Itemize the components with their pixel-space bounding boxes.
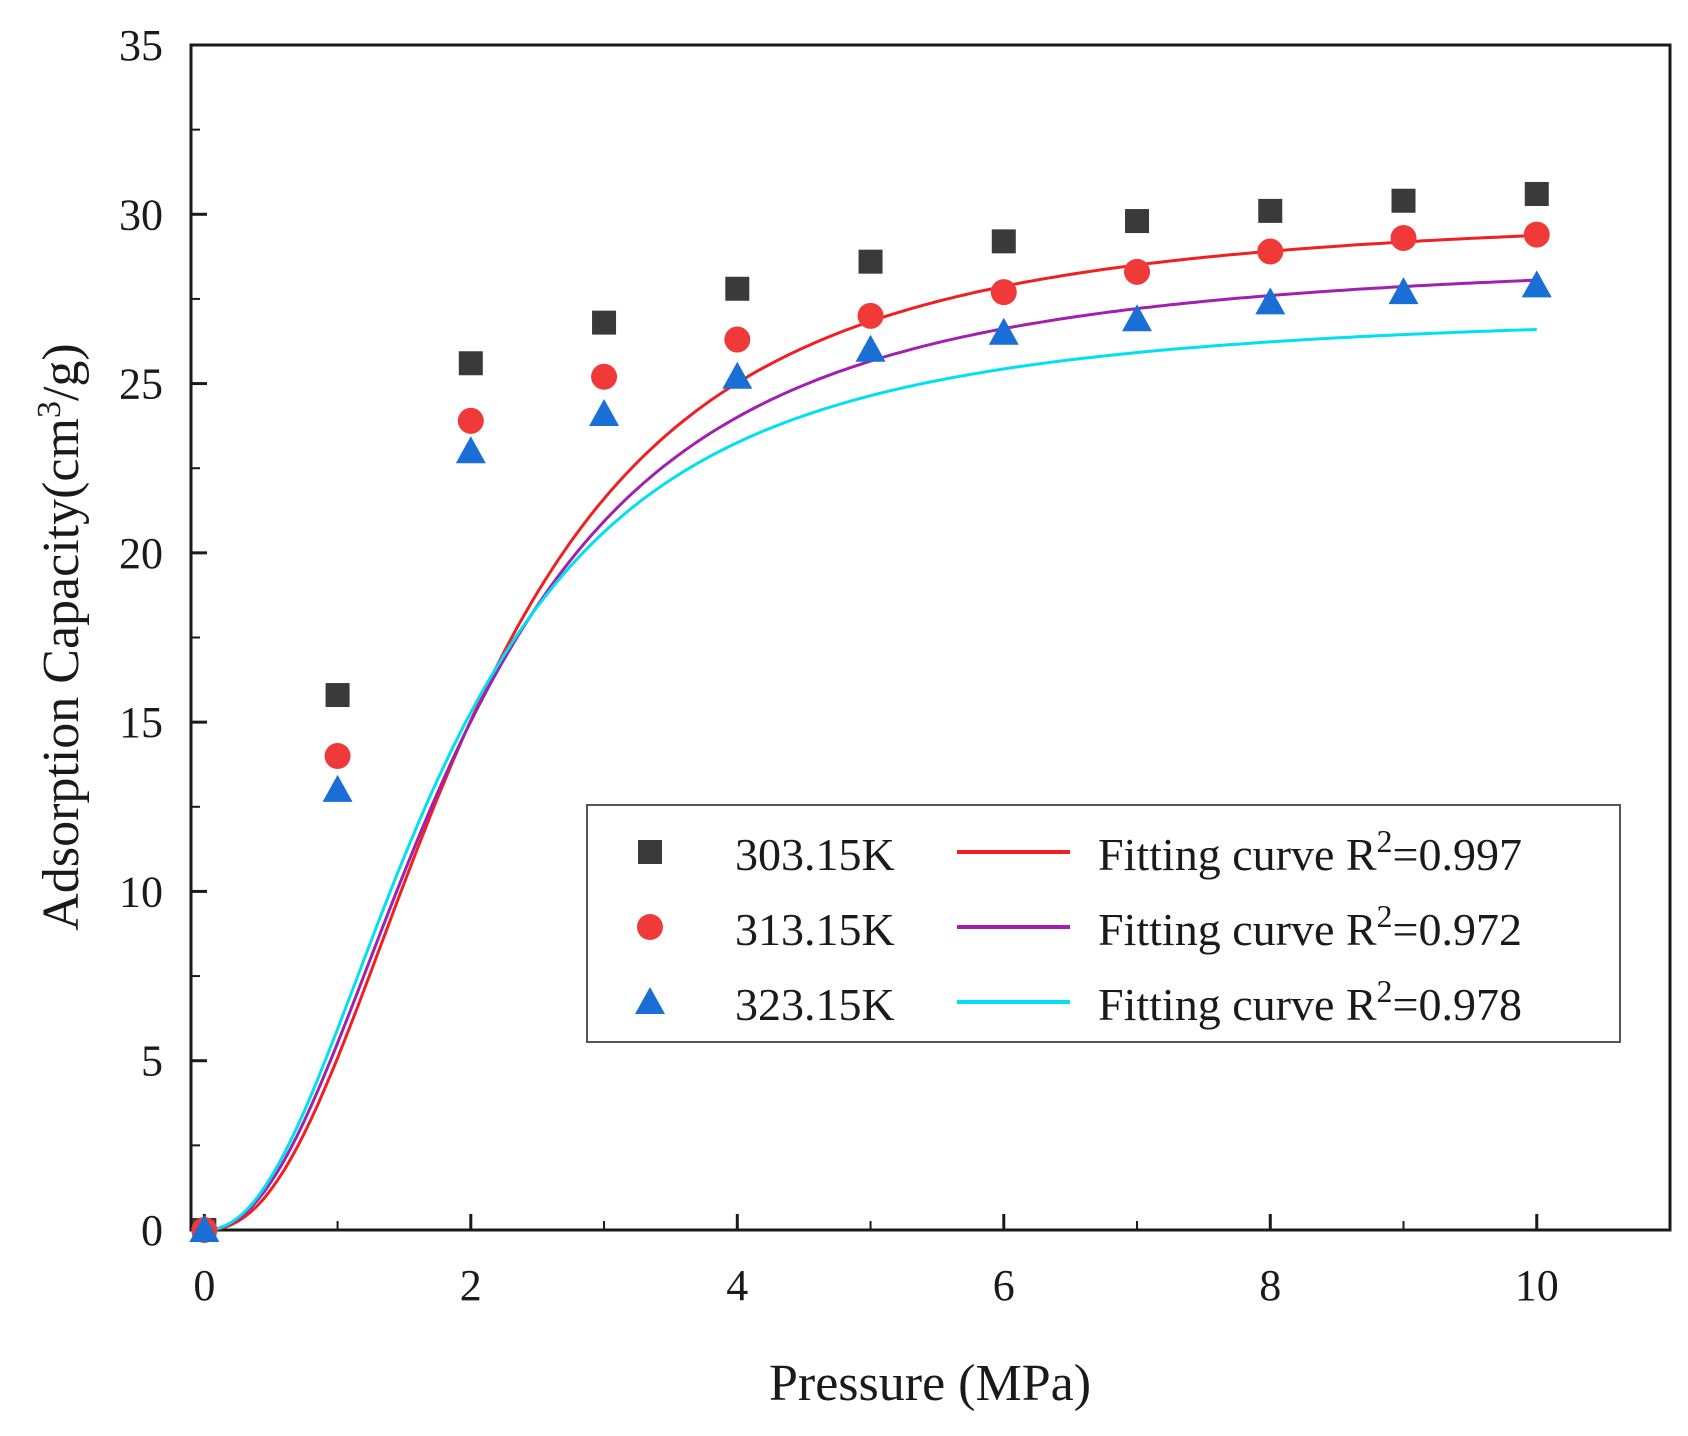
data-point-square [592,310,617,335]
data-point-triangle [189,1215,220,1242]
data-point-triangle [722,361,753,389]
legend-marker-triangle [635,987,665,1014]
data-point-circle [1257,238,1284,265]
data-point-circle [990,279,1017,306]
fit-curves [204,233,1537,1232]
y-tick-label: 35 [119,21,163,70]
legend-marker-square [638,840,662,864]
data-point-circle [1390,224,1417,251]
y-tick-label: 30 [119,190,163,239]
data-point-triangle [1255,287,1286,315]
y-axis-title: Adsorption Capacity(cm3/g) [31,343,90,930]
y-tick-label: 0 [141,1206,163,1255]
data-point-square [1391,188,1416,213]
data-point-triangle [855,334,886,362]
x-axis-title: Pressure (MPa) [769,1355,1091,1412]
legend-marker-circle [637,914,663,940]
x-tick-label: 0 [193,1261,215,1310]
data-point-square [991,229,1016,254]
data-point-triangle [1122,304,1153,332]
x-axis: 0 2 4 6 8 10 [193,1214,1671,1310]
data-point-circle [1124,258,1151,285]
legend-fit-label-3: Fitting curve R2=0.978 [1098,973,1522,1030]
legend-series-label-2: 313.15K [735,904,895,955]
x-tick-label: 2 [460,1261,482,1310]
legend-fit-label-1: Fitting curve R2=0.997 [1098,823,1522,880]
data-point-circle [591,363,618,390]
fit-curve-1 [204,233,1537,1232]
y-tick-label: 5 [141,1037,163,1086]
data-point-square [325,683,350,708]
data-point-triangle [1521,270,1552,298]
y-tick-label: 15 [119,698,163,747]
data-point-circle [857,302,884,329]
data-point-triangle [1388,277,1419,305]
data-point-square [1125,209,1150,234]
fit-curve-3 [204,327,1537,1232]
legend-series-label-1: 303.15K [735,829,895,880]
y-tick-label: 10 [119,867,163,916]
data-point-circle [324,743,351,769]
x-tick-label: 10 [1515,1261,1559,1310]
y-tick-label: 25 [119,360,163,409]
x-tick-label: 8 [1259,1261,1281,1310]
data-point-triangle [322,774,353,802]
data-point-triangle [988,317,1019,345]
legend-box [586,804,1621,1043]
data-point-triangle [455,436,486,464]
data-point-square [1258,198,1283,223]
data-markers [189,181,1552,1243]
plot-frame [189,43,1672,1232]
y-tick-label: 20 [119,529,163,578]
data-point-square [1524,181,1549,206]
data-point-circle [724,326,751,353]
x-tick-label: 4 [726,1261,748,1310]
data-point-square [725,276,750,301]
x-tick-label: 6 [993,1261,1015,1310]
data-point-circle [1523,221,1550,248]
legend: 303.15K 313.15K 323.15K Fitting curve R2… [586,804,1621,1043]
legend-fit-label-2: Fitting curve R2=0.972 [1098,898,1522,955]
data-point-triangle [589,399,620,427]
legend-series-label-3: 323.15K [735,979,895,1030]
fit-curve-2 [204,278,1537,1232]
data-point-circle [457,407,484,434]
data-point-square [458,351,483,376]
legend-markers [635,840,665,1014]
y-axis: 0 5 10 15 20 25 30 35 [119,21,207,1255]
data-point-square [858,249,883,274]
